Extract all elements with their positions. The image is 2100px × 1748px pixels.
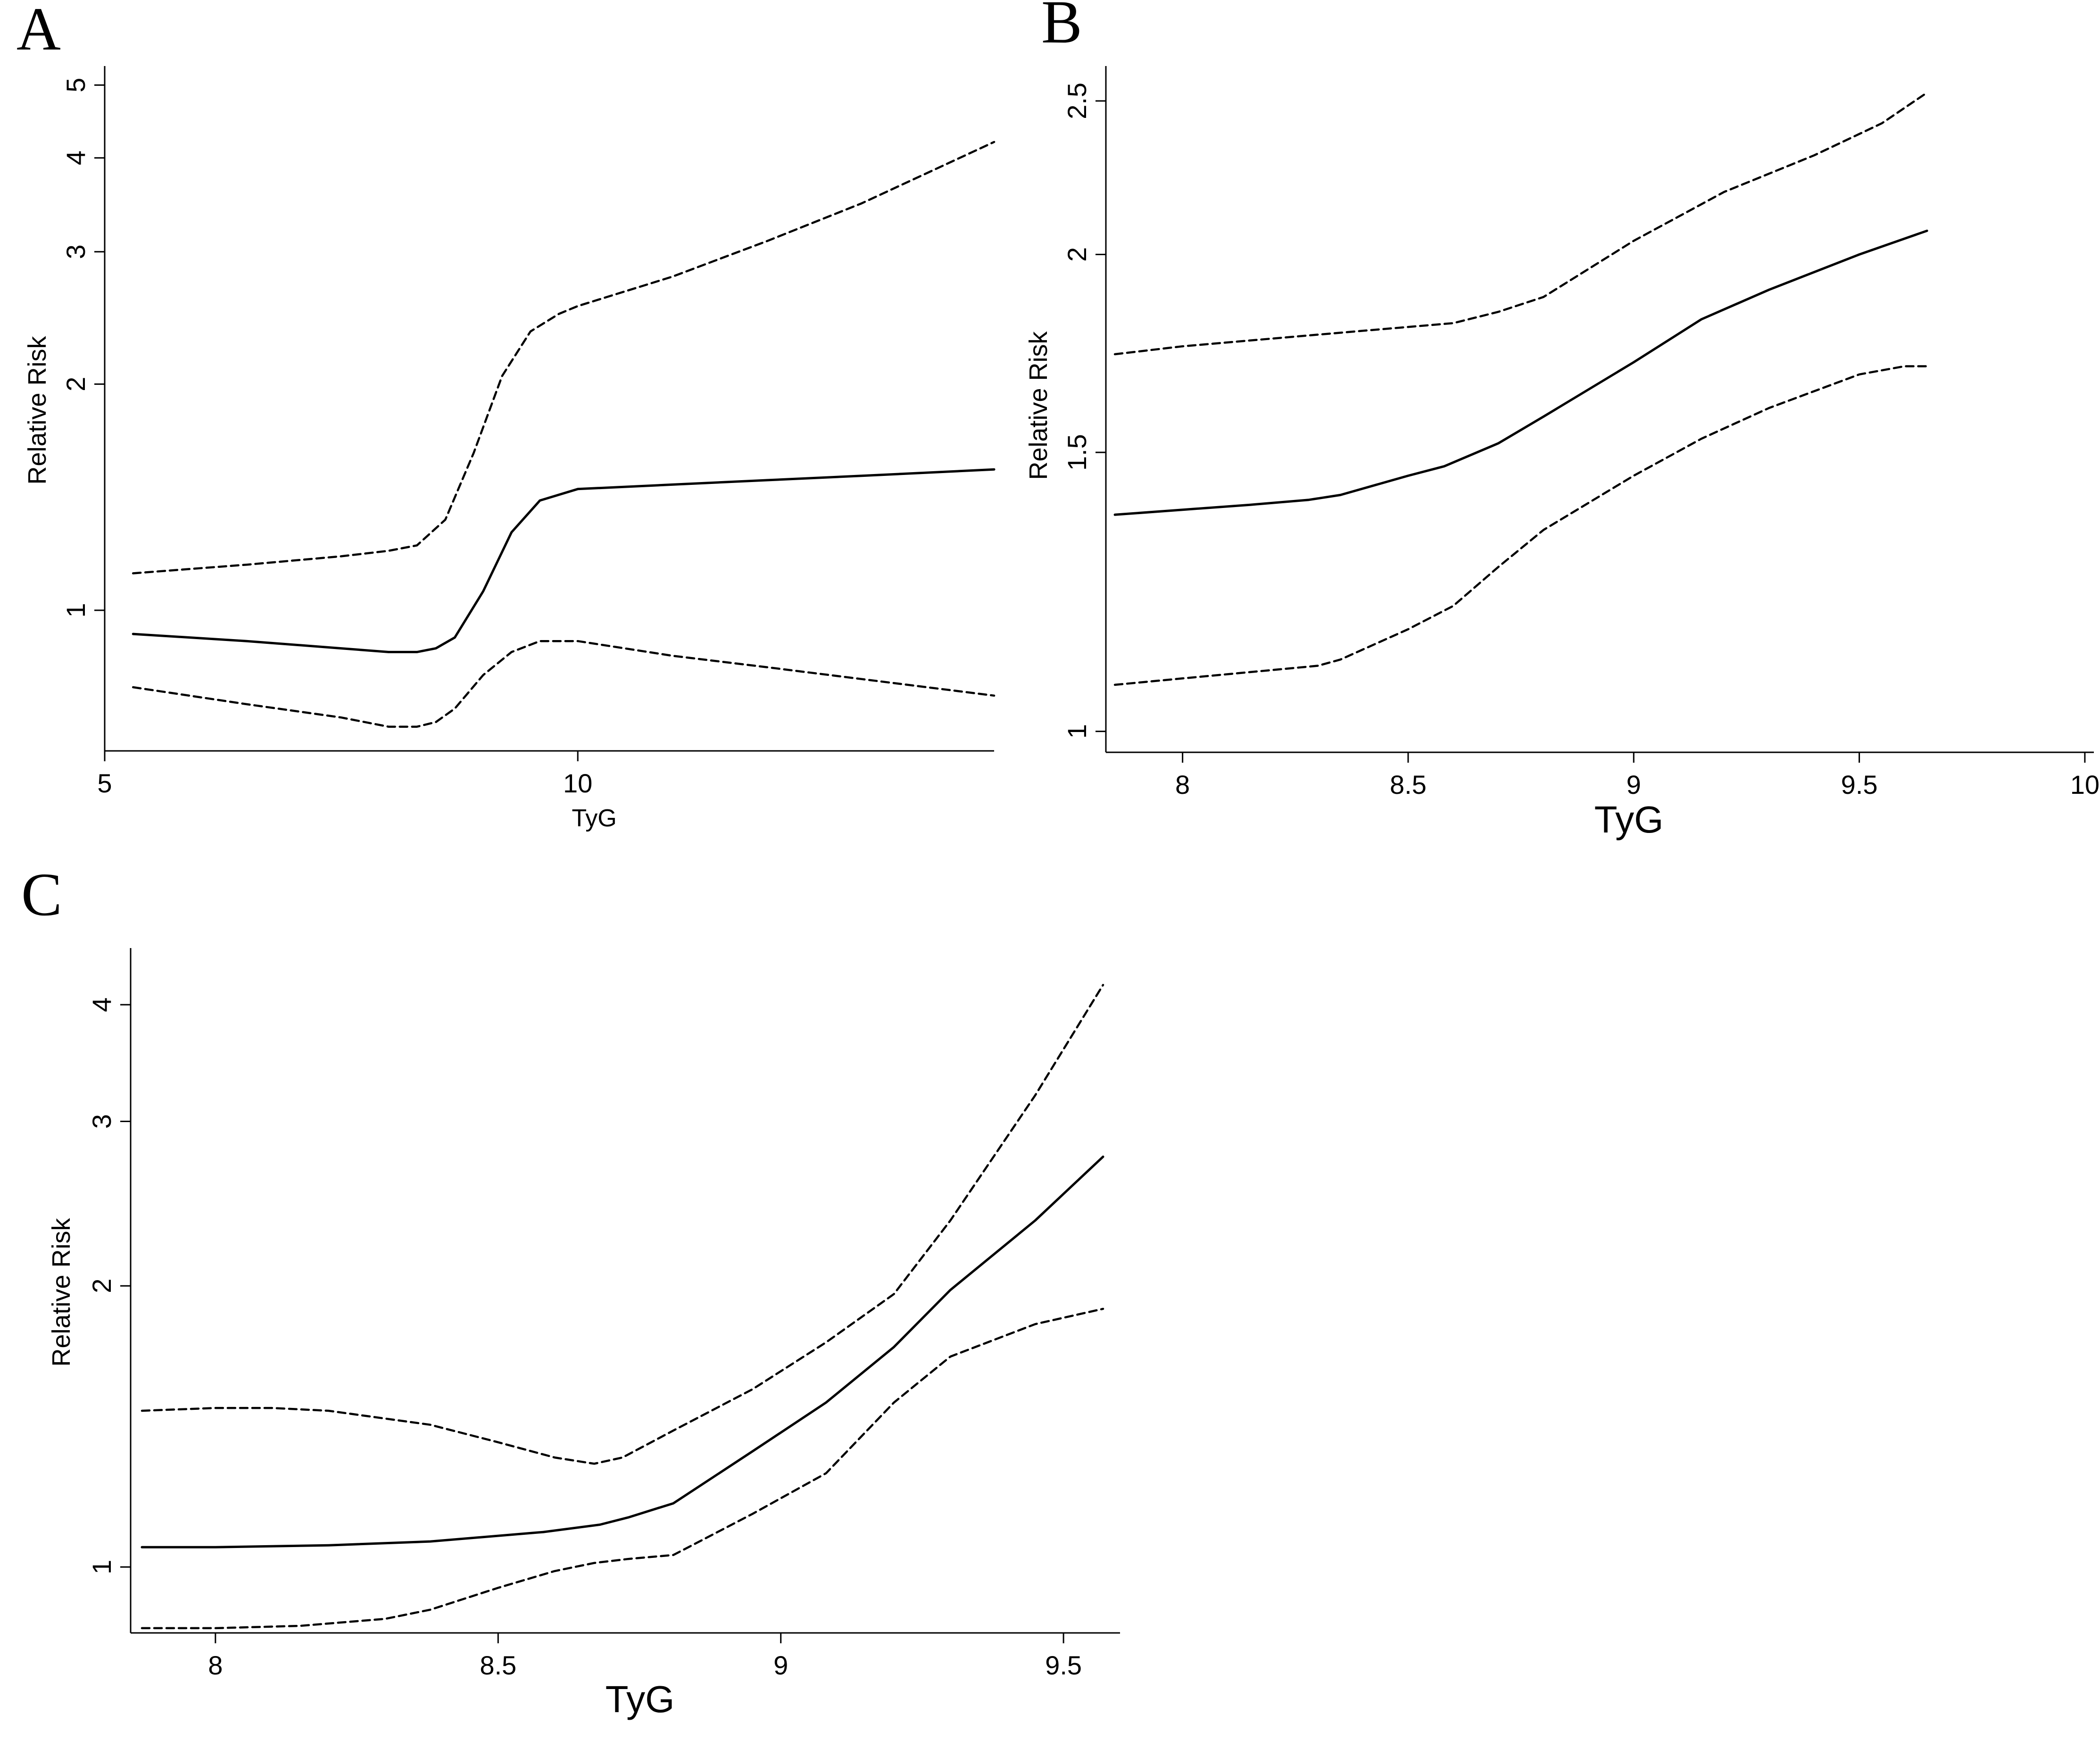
panel-b-y-tick-label: 2.5 — [1062, 83, 1092, 119]
panel-a-y-tick-label: 2 — [61, 377, 91, 391]
panel-c-y-axis-title: Relative Risk — [47, 1217, 75, 1366]
panel-b-lower-ci-curve — [1113, 365, 1928, 686]
panel-b-x-tick-label: 8.5 — [1390, 770, 1427, 799]
panel-a-y-tick-label: 5 — [61, 78, 91, 92]
panel-c-x-tick-label: 8.5 — [480, 1650, 516, 1680]
panel-a-rr-curve — [132, 468, 996, 653]
panel-b-x-tick-label: 10 — [2070, 770, 2100, 799]
panel-a-x-tick-label: 5 — [97, 768, 112, 798]
panel-c-upper-ci-curve — [141, 983, 1104, 1465]
panel-c-x-tick-label: 9.5 — [1045, 1650, 1082, 1680]
panel-c-y-tick-label: 1 — [87, 1560, 116, 1574]
panel-c-x-tick-label: 8 — [208, 1650, 223, 1680]
panel-a-x-tick-label: 10 — [563, 768, 592, 798]
panel-c-y-tick-label: 3 — [87, 1114, 116, 1129]
panel-c-y-tick-label: 4 — [87, 998, 116, 1012]
panel-a-x-axis-title: TyG — [572, 805, 616, 832]
panel-b-x-axis-title: TyG — [1594, 799, 1664, 841]
panel-a-y-axis-title: Relative Risk — [23, 335, 51, 484]
panel-c-letter: C — [21, 861, 62, 929]
panel-b-y-tick-label: 1 — [1062, 724, 1092, 739]
panel-c-rr-curve — [141, 1155, 1104, 1548]
panel-b-y-tick-label: 1.5 — [1062, 434, 1092, 471]
panel-c-x-tick-label: 9 — [773, 1650, 788, 1680]
panel-b-letter: B — [1041, 0, 1082, 56]
panel-a-lower-ci-curve — [132, 640, 996, 728]
panel-a: A TyG Relative Risk 5 10 1 2 3 4 5 — [17, 0, 996, 832]
panel-b-rr-curve — [1113, 229, 1928, 516]
panel-a-letter: A — [17, 0, 61, 63]
panel-b-y-tick-label: 2 — [1062, 247, 1092, 262]
panel-b-x-tick-label: 9.5 — [1841, 770, 1878, 799]
panel-a-y-tick-label: 3 — [61, 244, 91, 259]
panel-b: B TyG Relative Risk 8 8.5 9 9.5 10 1 1.5 2 2.5 — [1024, 0, 2100, 841]
panel-a-y-tick-label: 4 — [61, 150, 91, 165]
panel-b-x-tick-label: 9 — [1627, 770, 1641, 799]
panel-a-y-tick-label: 1 — [61, 603, 91, 617]
panel-c: C TyG Relative Risk 8 8.5 9 9.5 1 2 3 4 — [21, 861, 1120, 1720]
panel-b-upper-ci-curve — [1113, 92, 1928, 356]
panel-b-y-axis-title: Relative Risk — [1024, 331, 1053, 480]
panel-a-upper-ci-curve — [132, 141, 996, 574]
panel-c-x-axis-title: TyG — [606, 1678, 675, 1720]
panel-b-x-tick-label: 8 — [1175, 770, 1190, 799]
panel-c-y-tick-label: 2 — [87, 1279, 116, 1293]
panel-c-lower-ci-curve — [141, 1307, 1104, 1630]
